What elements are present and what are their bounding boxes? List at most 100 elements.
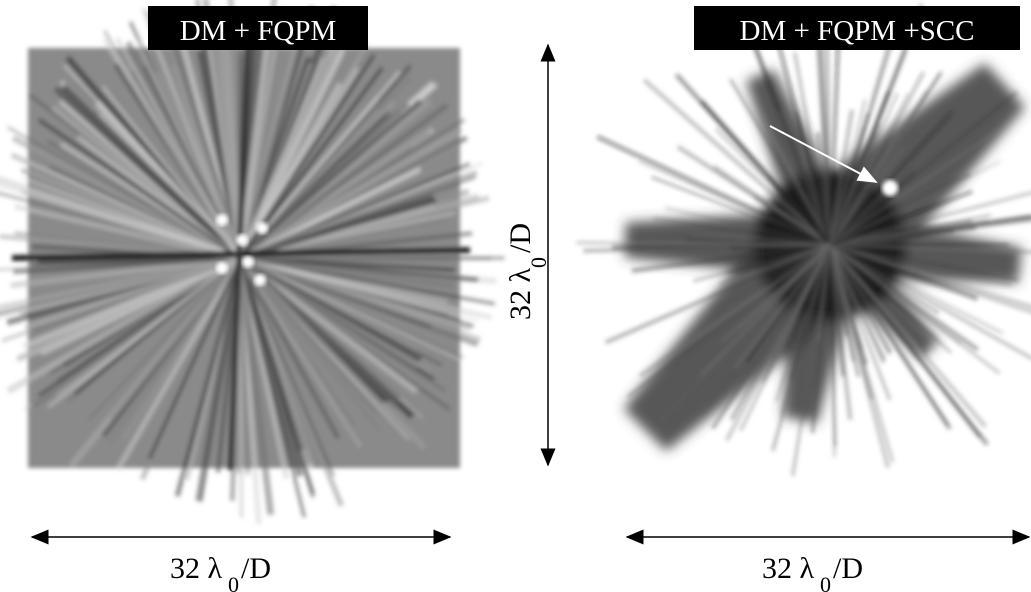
- streak: [238, 257, 306, 518]
- streak: [0, 255, 241, 316]
- right-image: [576, 3, 1031, 477]
- title-box: [148, 6, 368, 50]
- bright-spot: [254, 274, 266, 286]
- streak: [16, 254, 242, 363]
- streak: [61, 84, 243, 261]
- streak: [829, 244, 1012, 286]
- streak: [238, 257, 382, 432]
- streak: [604, 243, 831, 345]
- subscript: 0: [228, 572, 239, 592]
- streak: [770, 244, 832, 357]
- streak: [829, 243, 1001, 375]
- unit: /D: [241, 552, 271, 585]
- streak: [631, 242, 831, 274]
- streak: [829, 127, 1002, 246]
- streak: [596, 134, 831, 247]
- pointer-arrow: [769, 125, 878, 183]
- streak: [715, 128, 831, 246]
- streak: [239, 257, 335, 477]
- subscript: 0: [820, 572, 831, 592]
- streak: [642, 78, 832, 247]
- streak: [195, 257, 244, 502]
- streak: [239, 257, 401, 398]
- streak: [829, 243, 1019, 282]
- companion: [882, 180, 898, 196]
- streaks: [576, 3, 1031, 477]
- streak: [626, 244, 831, 398]
- streak: [665, 207, 831, 246]
- streak: [147, 257, 242, 460]
- streak: [239, 254, 455, 290]
- streak: [202, 24, 243, 259]
- streak: [773, 28, 832, 246]
- number: 32 λ: [504, 268, 537, 321]
- streak: [828, 15, 841, 246]
- streak: [6, 255, 242, 394]
- streak: [824, 32, 832, 246]
- streak: [239, 255, 460, 335]
- streak: [123, 257, 242, 440]
- unit: /D: [833, 552, 863, 585]
- streak: [829, 33, 896, 246]
- streak: [576, 241, 831, 247]
- streak: [712, 244, 831, 311]
- streak: [238, 255, 421, 366]
- streak: [237, 256, 427, 450]
- streak: [829, 190, 973, 247]
- streak: [719, 243, 831, 287]
- streak: [828, 123, 881, 246]
- bright-spot: [242, 256, 254, 268]
- scale-label: 32 λ 0/D: [762, 552, 863, 592]
- streak: [0, 180, 241, 262]
- left-image: [0, 0, 505, 525]
- streak: [693, 243, 831, 283]
- streak: [1, 256, 241, 343]
- streak: [829, 243, 940, 315]
- streak: [13, 255, 241, 274]
- streak: [174, 257, 243, 497]
- streak: [829, 191, 1031, 247]
- streak: [829, 243, 1031, 360]
- streak: [829, 160, 1002, 246]
- streak: [651, 176, 831, 246]
- streak: [828, 164, 914, 247]
- streak: [699, 99, 832, 247]
- streak: [828, 70, 944, 246]
- streak: [238, 130, 460, 261]
- streak: [115, 256, 243, 471]
- streak: [710, 243, 832, 430]
- streak: [829, 219, 973, 248]
- streak: [829, 244, 836, 457]
- scale-label: 32 λ 0/D: [170, 552, 271, 592]
- streak: [10, 255, 241, 289]
- streak: [828, 243, 953, 431]
- streak: [237, 43, 337, 260]
- streak: [829, 243, 1031, 254]
- streak: [236, 257, 275, 516]
- streak: [37, 118, 242, 260]
- streak: [11, 134, 242, 261]
- panel-title: DM + FQPM +SCC: [740, 15, 975, 47]
- streak: [87, 257, 241, 422]
- number: 32 λ: [170, 552, 223, 585]
- bright-spot: [216, 262, 228, 274]
- streak: [791, 244, 832, 477]
- streak: [36, 206, 241, 260]
- streak: [733, 244, 832, 369]
- streak: [810, 244, 832, 434]
- streak: [753, 195, 831, 247]
- streak: [237, 20, 307, 259]
- streak: [238, 255, 419, 395]
- streak: [239, 256, 461, 362]
- streak: [68, 255, 243, 469]
- streak: [227, 39, 251, 471]
- title-box: [694, 6, 1020, 50]
- vertical-scale-label: 32 λ0/D: [504, 223, 551, 320]
- streak: [638, 243, 832, 378]
- streak: [238, 256, 363, 448]
- subscript: 0: [526, 257, 551, 268]
- streak: [829, 244, 1003, 334]
- streak: [828, 244, 917, 349]
- streak: [237, 256, 341, 440]
